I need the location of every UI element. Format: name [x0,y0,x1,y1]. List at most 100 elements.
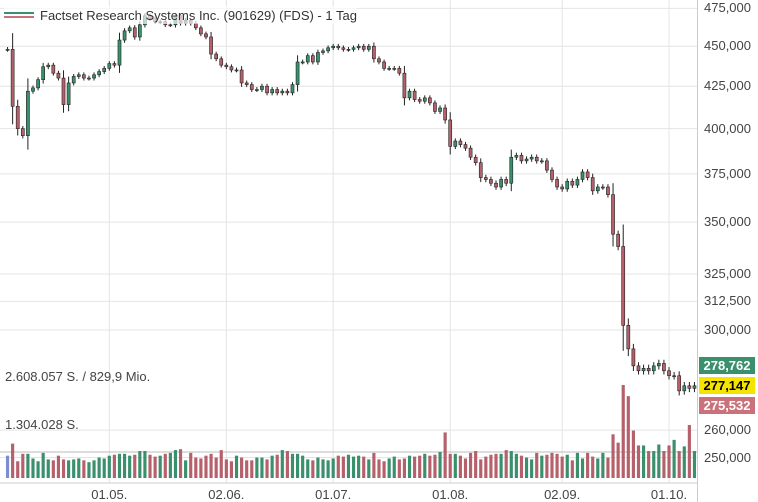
volume-bar [682,446,686,478]
volume-bar [377,459,381,478]
candle-body [341,47,346,50]
candle-body [539,160,544,163]
candle-body [336,45,341,49]
candle-body [168,24,173,27]
candle-body [122,30,127,41]
candle-body [662,363,666,372]
candle-body [550,169,554,180]
volume-bar [295,453,300,478]
candle-body [585,171,590,178]
volume-bar [168,452,172,478]
volume-bar [662,451,666,478]
volume-bar [21,453,25,478]
candle-body [295,61,300,85]
volume-bar [270,455,274,478]
candle-body [433,102,437,112]
volume-bar [530,459,534,478]
candle-body [76,74,81,77]
candle-body [575,179,580,186]
candle-body [219,58,224,66]
candle-body [545,160,549,171]
candle-body [97,71,101,76]
legend-swatch-icon [4,11,34,19]
volume-bar [667,445,671,478]
candle-body [366,45,371,50]
candle-body [41,66,45,80]
candle-body [519,155,524,162]
candle-body [651,365,656,372]
volume-bar [173,450,178,478]
volume-bar [301,455,305,478]
candle-body [51,64,56,74]
volume-bar [26,453,30,478]
volume-bar [448,453,452,478]
volume-bar [194,457,198,478]
volume-bar [631,430,635,478]
y-tick-label: 325,000 [704,265,751,281]
candle-body [412,90,417,100]
candle-body [305,55,310,63]
candle-body [102,68,107,72]
volume-bar [611,434,615,478]
candle-body [82,74,86,79]
legend-title: Factset Research Systems Inc. (901629) (… [40,7,357,23]
volume-bar [438,451,442,478]
volume-bar [280,450,284,478]
x-tick-label: 02.09. [544,487,581,502]
x-tick-label: 01.07. [315,487,352,502]
candle-body [26,90,30,136]
candle-body [214,53,218,60]
candle-body [382,61,386,69]
volume-bar [153,456,157,478]
candle-body [580,171,585,180]
x-tick-label: 02.06. [208,487,245,502]
volume-bar [570,460,574,478]
volume-bar [545,454,549,478]
candle-body [356,45,361,49]
volume-bar [387,458,391,478]
volume-bar [509,451,513,478]
volume-bar [56,455,61,478]
candle-body [560,186,564,190]
volume-bar [275,454,279,478]
volume-bar [652,451,656,478]
candle-body [438,107,442,112]
volume-bar [423,453,427,478]
volume-bar [229,461,234,478]
candle-body [112,63,117,66]
volume-bar [519,455,524,478]
volume-bar [128,455,132,478]
volume-bar [555,453,559,478]
volume-bar [372,452,376,478]
volume-bar [677,451,681,478]
candle-body [311,55,315,63]
x-tick-label: 01.10. [650,487,688,502]
volume-bar [92,460,96,478]
candle-body [234,69,239,72]
candle-body [407,90,412,99]
candle-body [270,89,274,94]
candle-body [46,64,51,68]
volume-bar [596,458,600,478]
volume-bar [331,458,335,478]
volume-bar [290,453,295,478]
candle-body [448,119,453,147]
volume-bar [586,452,590,478]
y-tick-label: 400,000 [704,120,751,136]
candle-body [631,348,636,367]
candle-body [61,77,66,105]
volume-bar [474,451,478,478]
candle-body [321,50,325,53]
volume-bar [367,459,371,478]
candle-body [204,33,208,38]
volume-bar [499,453,503,478]
volume-bar [61,459,66,478]
volume-bar [606,457,610,478]
candle-body [285,90,290,94]
candle-body [453,140,458,147]
volume-bar [321,459,325,478]
candle-body [326,47,330,52]
volume-bar [219,450,223,478]
volume-bar [234,455,239,478]
volume-bar [102,458,106,478]
